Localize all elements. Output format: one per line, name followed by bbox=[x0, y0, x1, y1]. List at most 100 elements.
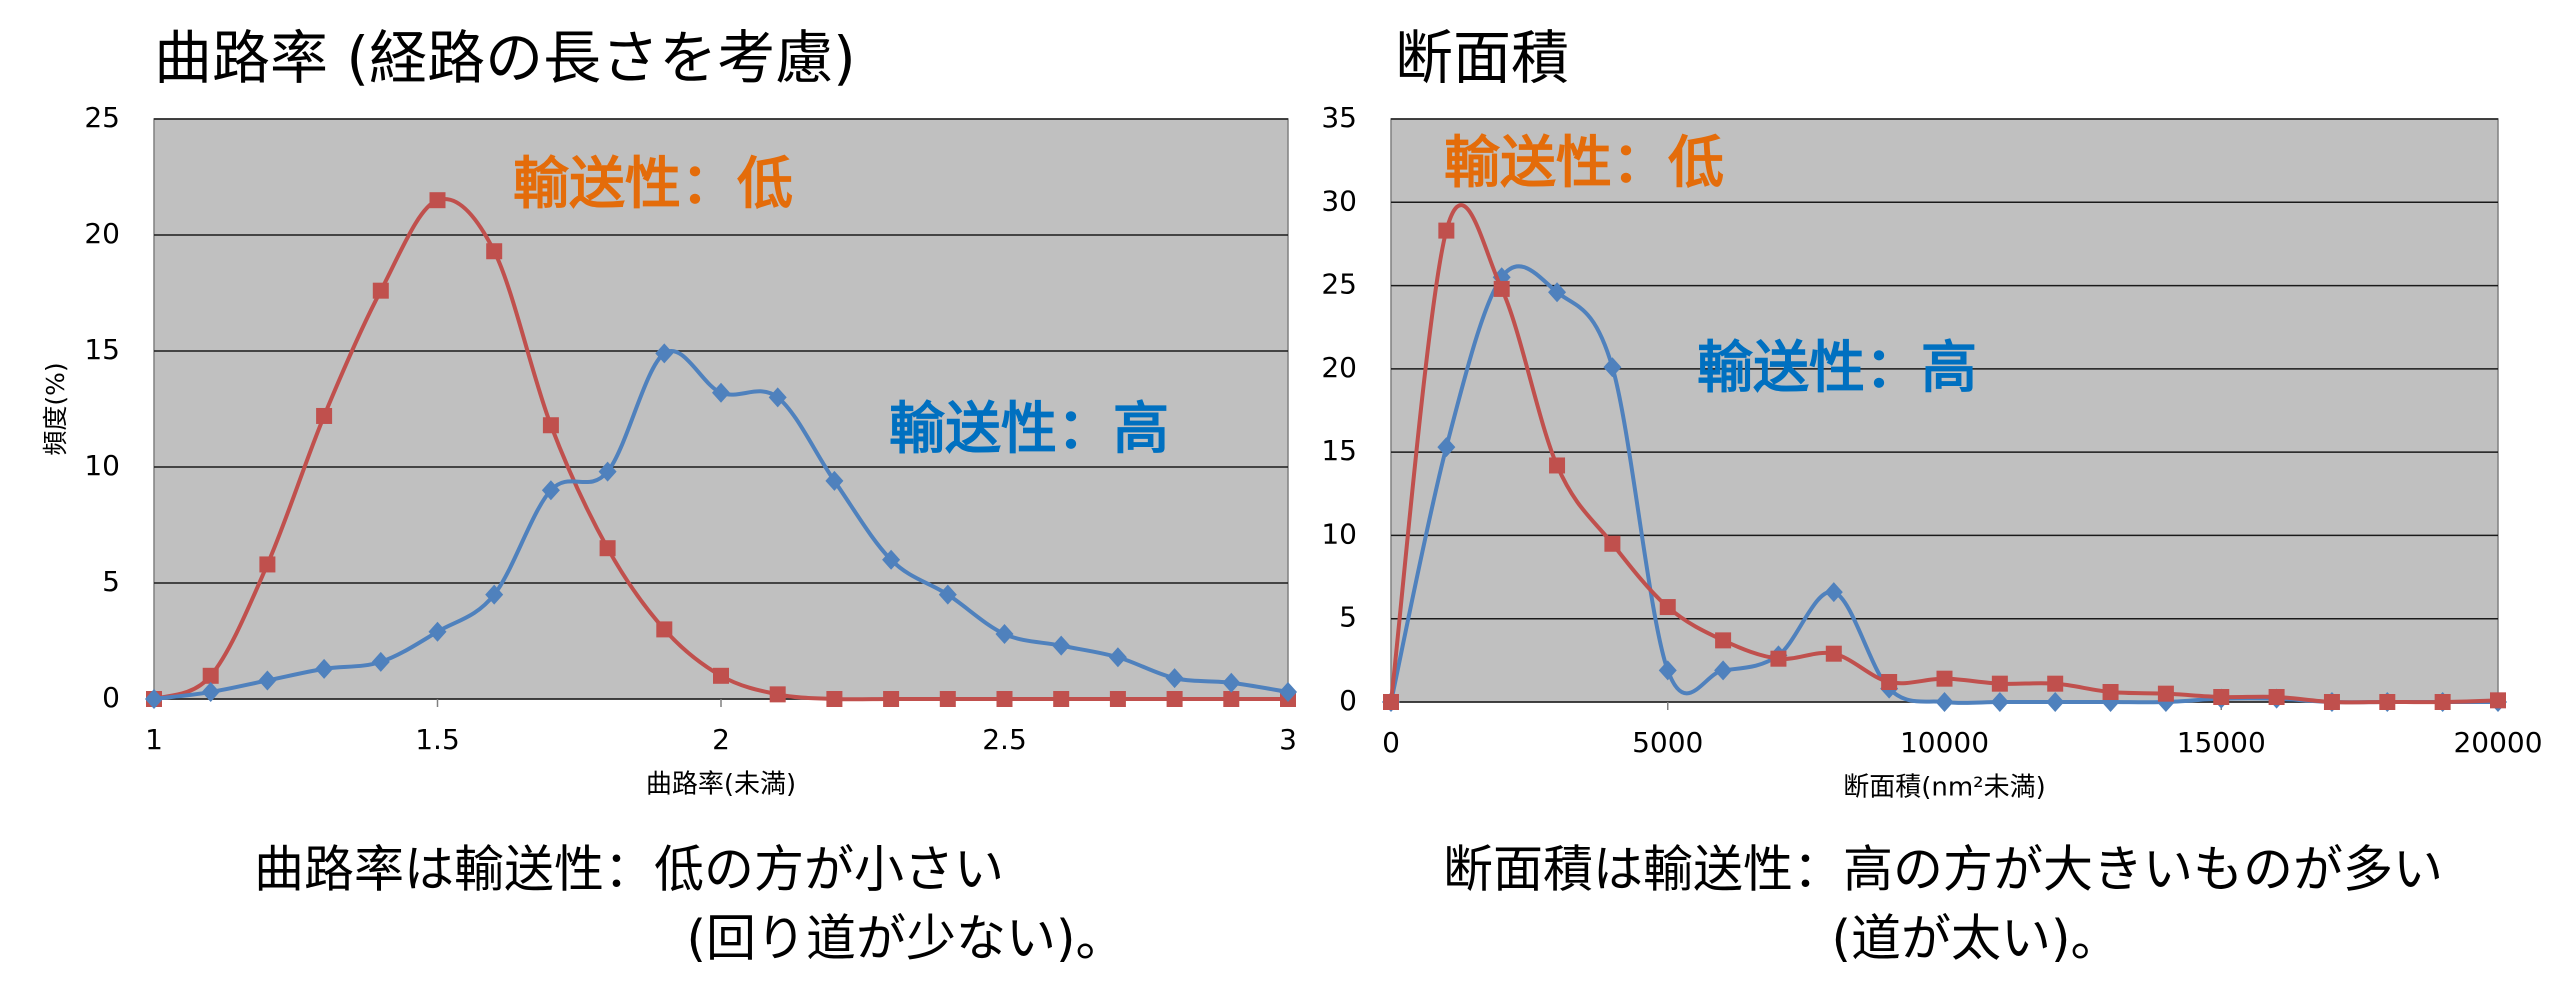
marker bbox=[1383, 694, 1399, 710]
marker bbox=[1714, 660, 1733, 681]
x-tick-label: 5000 bbox=[1632, 726, 1703, 759]
marker bbox=[1990, 692, 2009, 712]
marker bbox=[2323, 694, 2340, 710]
marker bbox=[372, 282, 389, 299]
marker bbox=[542, 417, 559, 434]
marker bbox=[1223, 691, 1240, 707]
x-tick-label: 0 bbox=[1382, 726, 1400, 759]
series-label: 輸送性：高 bbox=[889, 397, 1169, 462]
y-tick-label: 10 bbox=[1321, 517, 1357, 550]
marker bbox=[145, 689, 163, 709]
x-tick-label: 1 bbox=[145, 723, 163, 756]
y-tick-label: 20 bbox=[1321, 351, 1357, 384]
marker bbox=[1166, 691, 1183, 707]
chart-title: 断面積 bbox=[1395, 24, 1569, 92]
marker bbox=[2046, 692, 2065, 712]
y-tick-label: 25 bbox=[84, 101, 120, 134]
marker bbox=[1881, 674, 1898, 691]
marker bbox=[2213, 689, 2230, 706]
x-tick-label: 3 bbox=[1279, 723, 1297, 756]
marker bbox=[201, 682, 220, 703]
marker bbox=[768, 387, 787, 408]
marker bbox=[1603, 357, 1622, 378]
y-tick-label: 5 bbox=[102, 565, 120, 598]
y-tick-label: 15 bbox=[1321, 434, 1357, 467]
marker bbox=[713, 667, 729, 684]
marker bbox=[1279, 682, 1297, 703]
chart-title: 曲路率 (経路の長さを考慮) bbox=[154, 24, 856, 92]
marker bbox=[712, 382, 730, 403]
y-tick-label: 15 bbox=[84, 333, 120, 366]
marker bbox=[1825, 645, 1842, 662]
series-label: 輸送性：低 bbox=[1444, 131, 1724, 196]
marker bbox=[1991, 675, 2008, 692]
marker bbox=[2157, 685, 2174, 702]
marker bbox=[486, 243, 503, 260]
x-axis-label: 断面積(nm²未満) bbox=[1843, 773, 2046, 803]
marker bbox=[883, 691, 900, 707]
marker bbox=[1437, 437, 1456, 458]
caption: 断面積は輸送性：高の方が大きいものが多い bbox=[1443, 841, 2443, 899]
marker bbox=[485, 584, 504, 605]
marker bbox=[598, 461, 617, 482]
y-axis-label: 頻度(%) bbox=[41, 362, 70, 455]
series-line bbox=[153, 349, 1289, 701]
caption: (道が太い)。 bbox=[1831, 910, 2120, 968]
marker bbox=[1438, 222, 1455, 239]
marker bbox=[2434, 694, 2451, 710]
marker bbox=[2379, 694, 2396, 710]
marker bbox=[1604, 535, 1621, 552]
x-axis-label: 曲路率(未満) bbox=[646, 770, 796, 800]
caption: 曲路率は輸送性：低の方が小さい bbox=[254, 841, 1004, 899]
marker bbox=[1715, 632, 1732, 649]
y-tick-label: 25 bbox=[1321, 268, 1357, 301]
marker bbox=[1658, 660, 1677, 681]
caption: (回り道が少ない)。 bbox=[686, 910, 1125, 968]
marker bbox=[371, 651, 390, 672]
y-tick-label: 10 bbox=[84, 449, 120, 482]
marker bbox=[1935, 692, 1954, 712]
marker bbox=[541, 480, 560, 501]
marker bbox=[1222, 672, 1241, 693]
y-tick-label: 35 bbox=[1321, 101, 1357, 134]
y-tick-label: 0 bbox=[102, 681, 120, 714]
marker bbox=[826, 691, 843, 707]
x-tick-label: 1.5 bbox=[415, 723, 460, 756]
marker bbox=[2047, 675, 2064, 692]
marker bbox=[2268, 689, 2285, 706]
marker bbox=[825, 470, 844, 491]
marker bbox=[1549, 457, 1566, 474]
series-label: 輸送性：低 bbox=[513, 152, 793, 217]
marker bbox=[656, 621, 673, 638]
marker bbox=[1936, 670, 1953, 687]
marker bbox=[1824, 582, 1843, 603]
plot-area bbox=[153, 118, 1289, 700]
marker bbox=[996, 691, 1013, 707]
marker bbox=[939, 691, 956, 707]
marker bbox=[938, 584, 957, 605]
marker bbox=[428, 621, 447, 642]
marker bbox=[258, 670, 277, 691]
marker bbox=[655, 343, 674, 364]
marker bbox=[1108, 647, 1127, 668]
series-label: 輸送性：高 bbox=[1697, 336, 1977, 401]
y-tick-label: 0 bbox=[1339, 684, 1357, 717]
marker bbox=[1109, 691, 1126, 707]
marker bbox=[1770, 650, 1787, 667]
x-tick-label: 15000 bbox=[2177, 726, 2266, 759]
marker bbox=[2490, 692, 2506, 709]
x-tick-label: 2 bbox=[712, 723, 730, 756]
marker bbox=[1659, 599, 1676, 616]
marker bbox=[769, 686, 786, 703]
y-tick-label: 30 bbox=[1321, 184, 1357, 217]
marker bbox=[259, 556, 276, 573]
marker bbox=[1493, 280, 1510, 297]
x-tick-label: 10000 bbox=[1900, 726, 1989, 759]
marker bbox=[995, 624, 1014, 645]
marker bbox=[315, 658, 334, 679]
x-tick-label: 2.5 bbox=[982, 723, 1027, 756]
marker bbox=[316, 407, 333, 424]
marker bbox=[599, 540, 616, 557]
